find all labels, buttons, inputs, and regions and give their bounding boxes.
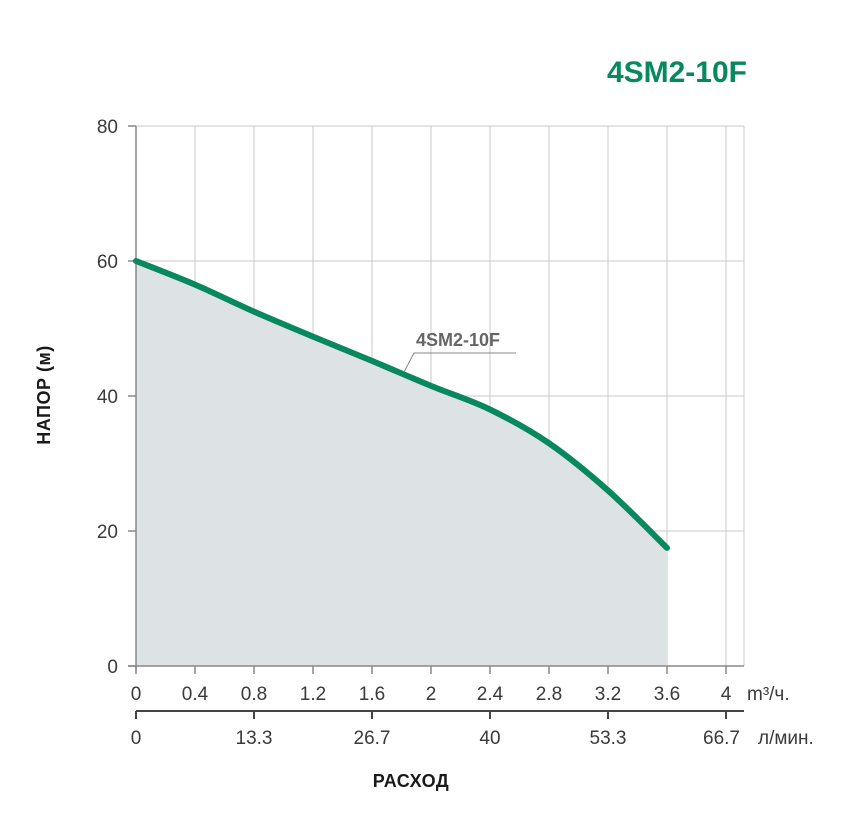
x-unit-label: m³/ч. bbox=[747, 684, 790, 705]
x-tick-label-1.6: 1.6 bbox=[359, 684, 385, 705]
x2-tick-label-53.3: 53.3 bbox=[590, 728, 627, 749]
x-tick-label-3.6: 3.6 bbox=[654, 684, 680, 705]
x2-tick-label-40: 40 bbox=[479, 728, 500, 749]
x2-tick-label-26.7: 26.7 bbox=[354, 728, 391, 749]
y-tick-label-80: 80 bbox=[97, 117, 118, 138]
x2-tick-label-13.3: 13.3 bbox=[236, 728, 273, 749]
y-tick-label-0: 0 bbox=[107, 657, 118, 678]
x-axis-label: РАСХОД bbox=[373, 771, 449, 791]
x-tick-label-2.8: 2.8 bbox=[536, 684, 562, 705]
x-tick-label-0.4: 0.4 bbox=[182, 684, 209, 705]
x-tick-label-4: 4 bbox=[721, 684, 732, 705]
x2-unit-label: л/мин. bbox=[758, 728, 814, 749]
x-tick-label-1.2: 1.2 bbox=[300, 684, 326, 705]
y-axis-label: НАПОР (м) bbox=[34, 345, 54, 445]
series-callout: 4SM2-10F bbox=[403, 330, 516, 373]
x-tick-label-2.4: 2.4 bbox=[477, 684, 504, 705]
chart-title: 4SM2-10F bbox=[607, 56, 747, 89]
y-tick-label-40: 40 bbox=[97, 387, 118, 408]
x2-tick-label-66.7: 66.7 bbox=[703, 728, 740, 749]
y-tick-label-60: 60 bbox=[97, 252, 118, 273]
x-tick-label-3.2: 3.2 bbox=[595, 684, 621, 705]
x2-tick-label-0: 0 bbox=[131, 728, 142, 749]
tick-labels: 0 20 40 60 80 0 0.4 0.8 1.2 1.6 2 2.4 2.8 3.2 3.6 4 m³/ч… bbox=[97, 117, 814, 749]
series-label: 4SM2-10F bbox=[416, 330, 500, 350]
x-tick-label-0: 0 bbox=[131, 684, 142, 705]
series-area-fill bbox=[136, 261, 667, 666]
callout-leader bbox=[403, 352, 516, 373]
series-line-4SM2-10F bbox=[133, 258, 670, 551]
x-tick-label-0.8: 0.8 bbox=[241, 684, 267, 705]
y-tick-label-20: 20 bbox=[97, 522, 118, 543]
axes bbox=[128, 125, 744, 719]
x-tick-label-2: 2 bbox=[426, 684, 437, 705]
